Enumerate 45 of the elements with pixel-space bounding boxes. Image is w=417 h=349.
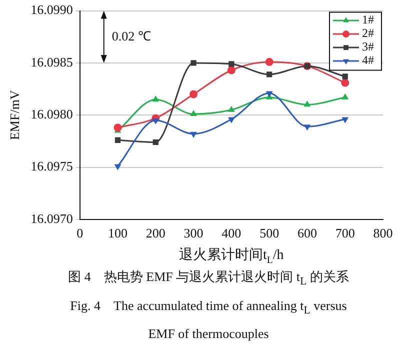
point — [227, 66, 236, 74]
point — [342, 117, 349, 124]
x-tick-label: 800 — [373, 226, 393, 241]
point — [304, 100, 311, 107]
legend-label: 3# — [362, 40, 374, 54]
y-tick-label: 16.0985 — [30, 54, 73, 70]
point — [304, 124, 311, 131]
x-tick-label: 700 — [335, 226, 355, 241]
legend-label: 4# — [362, 53, 374, 68]
point — [342, 93, 349, 100]
point — [228, 61, 234, 67]
text: EMF of thermocouples — [147, 325, 270, 344]
point — [114, 164, 122, 170]
point — [266, 72, 272, 78]
y-tick-label: 16.0970 — [30, 210, 73, 226]
point — [114, 124, 122, 132]
point — [152, 95, 160, 102]
point — [228, 106, 235, 112]
caption: 图 4 热电势 EMF 与退火累计退火时间 t$_{L}$ 的关系 — [67, 268, 350, 290]
point — [152, 118, 160, 124]
legend-label: 2# — [362, 26, 374, 40]
point — [190, 132, 197, 138]
y-axis-title: EMF/mV — [7, 90, 22, 140]
x-tick-label: 200 — [146, 226, 166, 241]
y-tick-label: 16.0975 — [30, 158, 73, 174]
y-tick-label: 16.0980 — [30, 106, 73, 122]
legend-label: 1# — [362, 12, 374, 27]
point — [114, 137, 121, 143]
y-tick-label: 16.0990 — [30, 2, 73, 18]
point — [342, 74, 348, 80]
point — [152, 139, 158, 146]
point — [265, 58, 274, 66]
point — [190, 60, 196, 66]
x-tick-label: 500 — [260, 226, 280, 241]
point — [190, 110, 197, 116]
x-tick-label: 600 — [297, 226, 317, 241]
x-tick-label: 0 — [76, 226, 84, 241]
point — [341, 78, 350, 87]
annotation: 0.02 ℃ — [112, 28, 151, 44]
x-tick-label: 100 — [108, 226, 128, 241]
point — [190, 90, 198, 98]
x-tick-label: 400 — [222, 226, 242, 241]
x-tick-label: 300 — [184, 226, 204, 241]
point — [228, 117, 235, 124]
caption: Fig. 4 The accumulated time of annealing t$_{L}$ versus — [69, 296, 348, 318]
